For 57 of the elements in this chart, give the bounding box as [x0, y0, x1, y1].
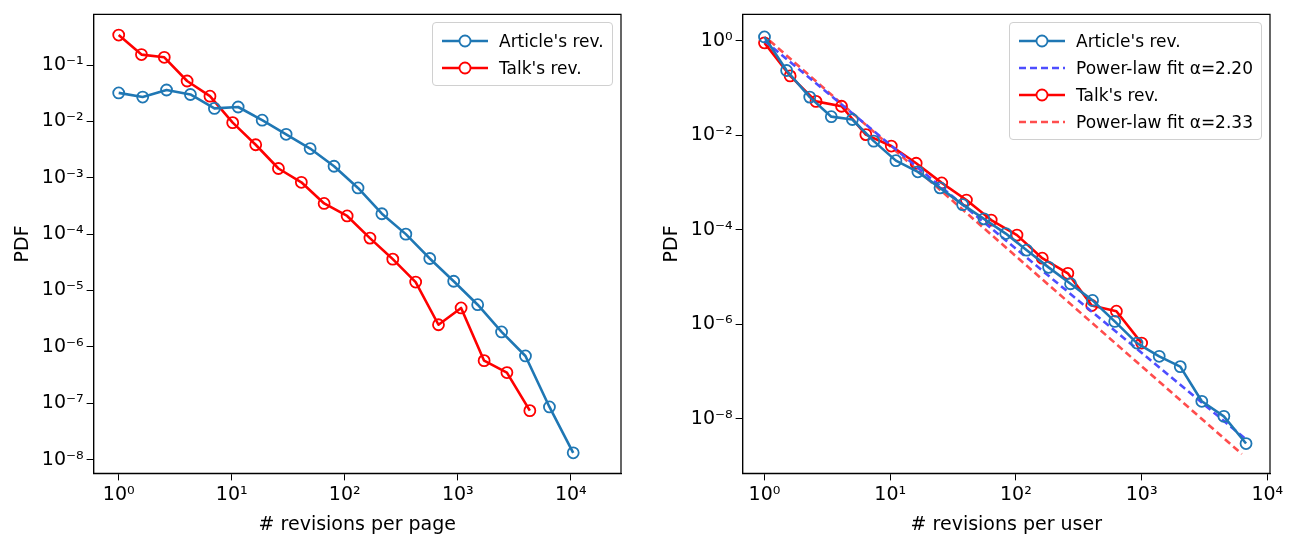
y-tick-label: 10⁰ [700, 27, 733, 50]
point [911, 165, 925, 179]
point [1020, 243, 1034, 257]
x-axis-title: # revisions per user [910, 511, 1103, 534]
y-tick-label: 10⁻⁸ [41, 446, 84, 469]
point [1173, 360, 1187, 374]
legend-label: Talk's rev. [499, 57, 582, 78]
point [758, 36, 771, 50]
y-tick-label: 10⁻⁶ [41, 333, 84, 356]
y-tick-label: 10⁻³ [41, 164, 84, 187]
point [977, 212, 991, 226]
x-tick-label: 10⁴ [1251, 481, 1284, 504]
point [1042, 260, 1056, 274]
legend-label: Article's rev. [499, 30, 604, 51]
point [824, 110, 838, 124]
point [956, 198, 970, 212]
point [1130, 336, 1144, 350]
x-tick-label: 10³ [1125, 481, 1158, 504]
point [758, 30, 771, 44]
point [1195, 394, 1209, 408]
legend-label: Talk's rev. [1076, 84, 1159, 105]
x-tick-label: 10³ [441, 481, 474, 504]
point [845, 113, 859, 126]
x-tick-label: 10² [1000, 481, 1032, 504]
y-axis-title: PDF [10, 225, 33, 263]
point [999, 227, 1013, 240]
point [1064, 277, 1077, 291]
y-tick-label: 10⁻² [690, 122, 733, 145]
y-tick-label: 10⁻⁶ [690, 311, 733, 334]
x-tick-label: 10⁰ [102, 481, 135, 504]
y-tick-label: 10⁻⁷ [41, 390, 84, 413]
point [1108, 315, 1122, 328]
y-tick-label: 10⁻¹ [41, 51, 84, 74]
x-tick-label: 10⁴ [554, 481, 588, 504]
x-tick-label: 10¹ [215, 481, 248, 504]
x-tick-label: 10¹ [874, 481, 907, 504]
point [1152, 349, 1166, 363]
x-axis-title: # revisions per page [258, 511, 457, 534]
x-tick-label: 10² [328, 481, 361, 504]
legend-label: Power-law fit α=2.20 [1076, 57, 1253, 78]
point [889, 154, 903, 168]
y-tick-label: 10⁻⁵ [41, 277, 84, 300]
point [1217, 409, 1231, 423]
y-axis-title: PDF [659, 225, 682, 263]
legend-label: Power-law fit α=2.33 [1076, 111, 1253, 132]
point [780, 64, 794, 77]
x-tick-label: 10⁰ [748, 481, 781, 504]
y-tick-label: 10⁻² [41, 108, 84, 131]
y-tick-label: 10⁻⁴ [690, 216, 733, 239]
point [1086, 294, 1099, 307]
point [933, 181, 947, 195]
y-tick-label: 10⁻⁴ [41, 221, 84, 244]
point [867, 134, 881, 148]
y-tick-label: 10⁻⁸ [690, 405, 733, 428]
point [803, 90, 817, 104]
legend-label: Article's rev. [1076, 30, 1181, 51]
point [1239, 437, 1253, 450]
